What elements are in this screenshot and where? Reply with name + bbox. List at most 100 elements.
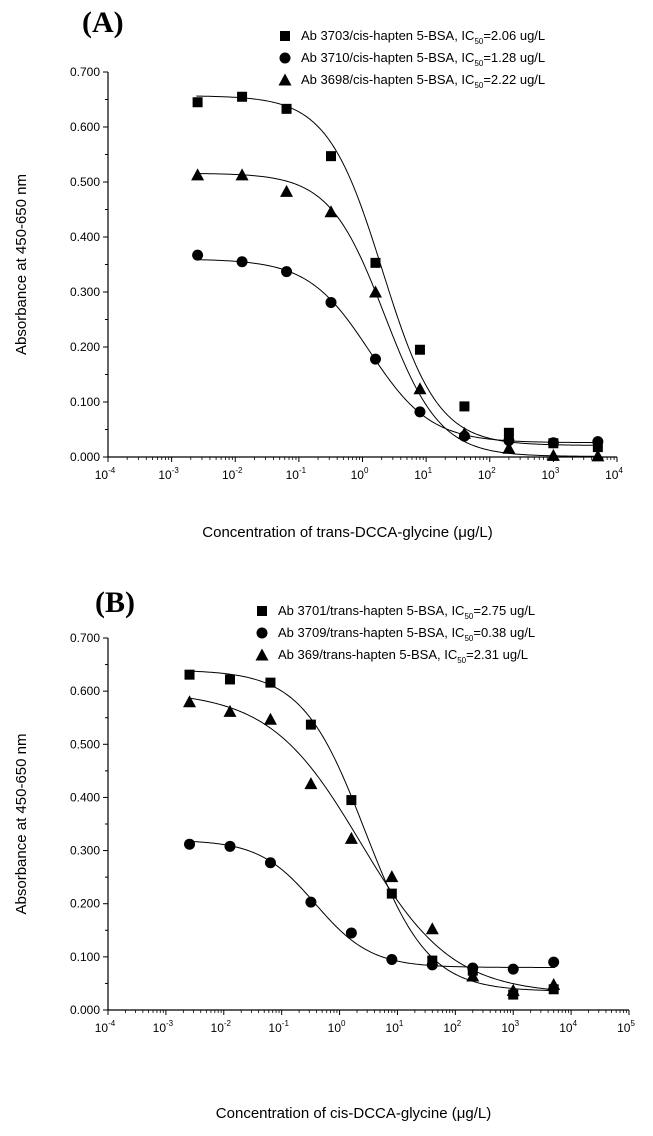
data-point-triangle (502, 441, 516, 454)
data-point-circle (386, 954, 398, 966)
x-tick-label: 101 (414, 466, 432, 482)
x-tick-label: 104 (605, 466, 623, 482)
legend-text-main: Ab 3710/cis-hapten 5-BSA, IC (301, 50, 474, 65)
data-point-square (192, 97, 203, 108)
legend-text-main: Ab 3709/trans-hapten 5-BSA, IC (278, 625, 464, 640)
data-point-triangle (547, 977, 561, 990)
x-tick-base: 10 (211, 1021, 225, 1035)
data-point-square (224, 674, 235, 685)
data-point-square (237, 91, 248, 102)
data-point-circle (548, 956, 560, 968)
x-tick-exponent: -2 (224, 1019, 232, 1028)
x-tick-exponent: 2 (457, 1019, 462, 1028)
x-tick-exponent: 1 (399, 1019, 404, 1028)
x-tick-label: 102 (443, 1019, 461, 1035)
x-tick-exponent: 4 (573, 1019, 578, 1028)
series-circle: Ab 3709/trans-hapten 5-BSA, IC50=0.38 ug… (184, 625, 560, 975)
series-square: Ab 3703/cis-hapten 5-BSA, IC 50 =2.06 ug/L (192, 28, 603, 453)
x-tick-base: 10 (222, 468, 236, 482)
legend-text-main: Ab 3701/trans-hapten 5-BSA, IC (278, 603, 464, 618)
x-axis-title: Concentration of cis-DCCA-glycine (μg/L) (216, 1105, 491, 1122)
data-point-triangle (466, 969, 480, 982)
data-point-square (414, 344, 425, 355)
x-tick-base: 10 (559, 1021, 573, 1035)
legend-subscript: 50 (464, 634, 473, 643)
data-point-triangle (263, 712, 277, 725)
data-point-triangle (191, 168, 205, 181)
chart-panel-b: (B) 0.000 0.100 0.200 0.300 0.400 0.500 0.600 0.… (13, 586, 635, 1122)
legend-subscript: 50 (474, 59, 483, 68)
legend-marker-circle (256, 627, 268, 639)
data-point-square (503, 427, 514, 438)
x-tick-exponent: -3 (172, 466, 180, 475)
x-tick-base: 10 (501, 1021, 515, 1035)
y-tick-label: 0.700 (70, 65, 100, 79)
data-point-circle (547, 437, 559, 449)
x-tick-base: 10 (158, 468, 172, 482)
data-point-circle (507, 963, 519, 975)
data-point-triangle (280, 184, 294, 197)
legend-text-main: Ab 3703/cis-hapten 5-BSA, IC (301, 28, 474, 43)
series-square: Ab 3701/trans-hapten 5-BSA, IC 50 =2.75 ug… (184, 603, 559, 1000)
x-tick-base: 10 (286, 468, 300, 482)
x-tick-exponent: -1 (282, 1019, 290, 1028)
x-tick-label: 103 (501, 1019, 519, 1035)
y-tick-label: 0.400 (70, 790, 100, 804)
x-tick-label: 101 (386, 1019, 404, 1035)
data-point-square (265, 677, 276, 688)
series-triangle: Ab 3698/cis-hapten 5-BSA, IC50=2.22 ug/L (191, 72, 605, 462)
x-tick-base: 10 (414, 468, 428, 482)
x-tick-label: 104 (559, 1019, 577, 1035)
legend-subscript: 50 (474, 81, 483, 90)
legend-entry: Ab 369/trans-hapten 5-BSA, IC50=2.31 ug/… (278, 647, 528, 665)
x-tick-base: 10 (478, 468, 492, 482)
y-tick-label: 0.600 (70, 120, 100, 134)
x-tick-exponent: 0 (341, 1019, 346, 1028)
x-tick-base: 10 (153, 1021, 167, 1035)
fit-curve (188, 697, 555, 991)
legend-text-main: Ab 3698/cis-hapten 5-BSA, IC (301, 72, 474, 87)
fit-curve (188, 670, 555, 992)
y-axis-title: Absorbance at 450-650 nm (13, 174, 30, 355)
data-point-circle (369, 353, 381, 365)
x-tick-exponent: -4 (108, 1019, 116, 1028)
x-tick-base: 10 (443, 1021, 457, 1035)
y-tick-label: 0.500 (70, 175, 100, 189)
fit-curve (196, 259, 600, 444)
legend-text-value: =0.38 ug/L (473, 625, 535, 640)
legend-marker-circle (279, 52, 291, 64)
x-tick-label: 100 (351, 466, 369, 482)
x-tick-label: 10-2 (211, 1019, 232, 1035)
chart-panel-a: (A) 0.000 0.100 0.200 0.300 0.400 0.500 0.600 0.… (13, 6, 623, 541)
data-point-triangle (304, 777, 318, 790)
panel-label: (A) (82, 6, 124, 39)
legend-text-value: =2.06 ug/L (483, 28, 545, 43)
x-tick-label: 10-3 (158, 466, 179, 482)
data-point-circle (414, 406, 426, 418)
x-tick-base: 10 (617, 1021, 631, 1035)
data-point-circle (325, 296, 337, 308)
x-tick-exponent: -4 (108, 466, 116, 475)
x-tick-exponent: -3 (166, 1019, 174, 1028)
data-point-triangle (506, 983, 520, 996)
panel-label: (B) (95, 586, 135, 619)
x-tick-exponent: 3 (555, 466, 560, 475)
data-point-circle (264, 857, 276, 869)
data-point-square (386, 888, 397, 899)
legend-subscript: 50 (457, 656, 466, 665)
data-point-circle (224, 840, 236, 852)
data-point-square (281, 103, 292, 114)
legend-entry: Ab 3703/cis-hapten 5-BSA, IC50=2.06 ug/L (301, 28, 545, 46)
x-tick-label: 103 (541, 466, 559, 482)
legend-entry: Ab 3698/cis-hapten 5-BSA, IC50=2.22 ug/L (301, 72, 545, 90)
y-tick-label: 0.500 (70, 737, 100, 751)
legend-text-value: =2.22 ug/L (483, 72, 545, 87)
data-point-circle (305, 896, 317, 908)
data-point-circle (281, 266, 293, 278)
legend-text-value: =1.28 ug/L (483, 50, 545, 65)
x-tick-base: 10 (95, 468, 109, 482)
y-tick-label: 0.100 (70, 950, 100, 964)
legend-text-value: =2.75 ug/L (473, 603, 535, 618)
data-point-square (326, 151, 337, 162)
